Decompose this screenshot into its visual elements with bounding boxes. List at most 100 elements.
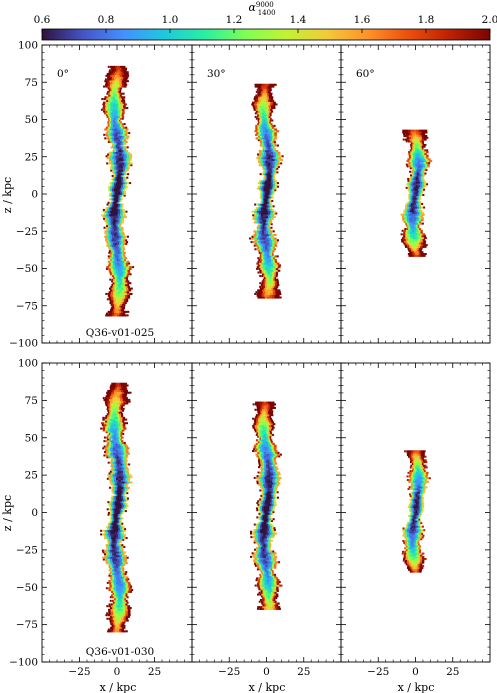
lobe-cell [413,213,417,216]
lobe-cell [126,155,130,158]
lobe-cell [275,283,278,287]
lobe-cell [261,239,265,242]
lobe-cell [267,291,271,294]
lobe-cell [268,201,271,204]
lobe-cell [412,151,416,154]
lobe-edge-pixel [103,445,106,448]
lobe-cell [266,241,270,244]
lobe-cell [114,148,117,151]
lobe-cell [112,69,115,72]
lobe-cell [117,224,120,228]
lobe-cell [125,264,129,267]
lobe-cell [119,189,122,192]
lobe-cell [260,235,263,238]
lobe-cell [419,201,422,204]
lobe-cell [410,142,413,145]
lobe-cell [117,605,121,608]
lobe-cell [115,542,118,545]
lobe-cell [119,547,122,550]
lobe-cell [114,502,118,506]
lobe-edge-pixel [121,522,124,525]
lobe-cell [414,140,417,143]
lobe-cell [121,250,123,253]
lobe-cell [259,607,262,610]
lobe-cell [109,94,112,97]
lobe-cell [412,199,414,202]
lobe-cell [117,415,120,418]
lobe-cell [273,173,276,176]
lobe-cell [418,253,422,256]
lobe-edge-pixel [426,149,429,152]
colorbar-rect [41,28,491,41]
lobe-cell [109,520,112,523]
lobe-cell [411,177,413,180]
lobe-cell [262,180,266,183]
lobe-cell [120,445,124,448]
lobe-cell [413,147,416,150]
lobe-cell [120,187,123,190]
lobe-cell [117,289,120,292]
lobe-cell [265,89,268,92]
lobe-cell [259,119,261,122]
lobe-cell [119,112,123,115]
lobe-cell [261,262,265,265]
lobe-cell [119,69,122,72]
lobe-cell [259,292,263,296]
lobe-cell [115,194,118,197]
lobe-cell [117,558,120,561]
lobe-cell [124,135,128,138]
lobe-cell [115,445,119,448]
lobe-edge-pixel [124,510,127,513]
lobe-cell [254,85,258,88]
lobe-cell [107,155,111,158]
lobe-cell [417,154,420,157]
lobe-cell [117,425,121,428]
lobe-cell [117,251,120,254]
lobe-edge-pixel [107,511,110,514]
lobe-cell [277,296,280,299]
lobe-cell [407,138,411,141]
lobe-cell [120,598,123,601]
lobe-cell [260,219,263,222]
lobe-cell [113,476,117,479]
lobe-cell [111,301,114,304]
lobe-cell [113,565,116,568]
lobe-cell [275,151,279,154]
lobe-cell [268,148,271,151]
lobe-cell [257,217,260,220]
lobe-cell [417,226,420,229]
lobe-cell [116,139,119,142]
lobe-cell [107,85,111,88]
lobe-cell [116,160,119,163]
lobe-cell [117,393,121,396]
lobe-cell [267,173,270,176]
lobe-cell [109,160,112,163]
lobe-cell [269,255,272,258]
lobe-cell [274,278,277,281]
lobe-cell [116,273,119,276]
lobe-cell [119,563,122,567]
lobe-cell [111,253,114,256]
lobe-cell [117,98,120,101]
lobe-cell [121,554,125,558]
lobe-cell [120,474,124,477]
lobe-cell [109,271,112,274]
lobe-cell [125,287,129,290]
lobe-cell [116,479,119,482]
lobe-cell [123,402,127,405]
colorbar-tick: 1.0 [162,14,178,33]
lobe-cell [272,146,275,149]
lobe-cell [121,382,124,385]
lobe-cell [123,578,126,581]
lobe-cell [114,69,117,72]
lobe-cell [417,227,420,231]
lobe-cell [123,282,126,285]
lobe-cell [124,443,127,446]
lobe-cell [119,114,122,117]
lobe-cell [265,221,268,224]
y-tick-label: −75 [16,300,38,312]
lobe-cell [118,244,121,247]
lobe-edge-pixel [276,167,279,170]
lobe-cell [269,140,271,144]
lobe-cell [121,280,124,283]
